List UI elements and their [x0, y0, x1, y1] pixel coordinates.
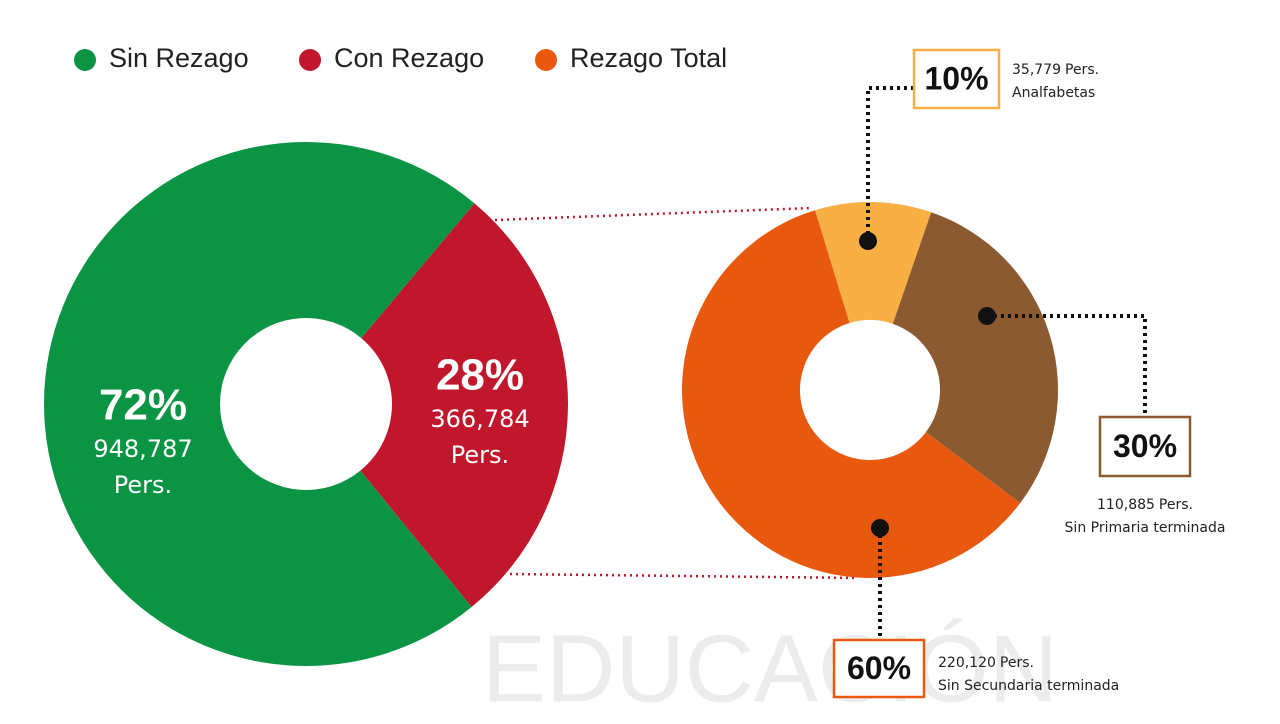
count-label: 110,885	[1097, 497, 1155, 513]
count-text: 220,120 Pers.	[938, 655, 1034, 671]
count-text: 110,885 Pers.	[1097, 497, 1193, 513]
donut-slice	[360, 203, 568, 608]
callout-dot	[859, 232, 877, 250]
percent-label: 30%	[1113, 428, 1177, 464]
donut-slice	[815, 202, 932, 324]
count-label: 220,120	[938, 655, 996, 671]
legend-swatch	[535, 49, 557, 71]
legend-swatch	[74, 49, 96, 71]
unit-label: Pers.	[114, 471, 172, 499]
unit-label: Pers.	[1065, 62, 1099, 78]
donut-slice	[44, 142, 475, 667]
donut-slice	[681, 210, 1021, 579]
callout-line	[866, 86, 914, 241]
legend-label: Sin Rezago	[109, 43, 249, 73]
unit-label: Pers.	[1159, 497, 1193, 513]
connector	[494, 206, 813, 222]
zoom-connectors	[494, 206, 859, 580]
percent-label: 28%	[436, 351, 524, 400]
category-label: Sin Primaria terminada	[1065, 520, 1226, 536]
legend-label: Con Rezago	[334, 43, 484, 73]
count-label: 948,787	[93, 435, 192, 463]
count-label: 35,779	[1012, 62, 1061, 78]
legend-swatch	[299, 49, 321, 71]
callout-box	[832, 638, 926, 699]
legend-label: Rezago Total	[570, 43, 727, 73]
callout-line	[987, 314, 1147, 417]
callout-dot	[871, 519, 889, 537]
unit-label: Pers.	[1000, 655, 1034, 671]
percent-label: 60%	[847, 650, 911, 686]
category-label: Analfabetas	[1012, 85, 1095, 101]
category-label: Sin Secundaria terminada	[938, 678, 1119, 694]
percent-label: 10%	[924, 60, 988, 96]
callout-box	[912, 48, 1001, 110]
count-text: 35,779 Pers.	[1012, 62, 1099, 78]
callout-dot	[978, 307, 996, 325]
callout-box	[1098, 415, 1192, 478]
connector	[509, 572, 859, 580]
percent-label: 72%	[99, 381, 187, 430]
count-label: 366,784	[430, 405, 529, 433]
donut-slice	[892, 212, 1058, 504]
watermark: EDUCACIÓN	[482, 615, 1058, 722]
unit-label: Pers.	[451, 441, 509, 469]
